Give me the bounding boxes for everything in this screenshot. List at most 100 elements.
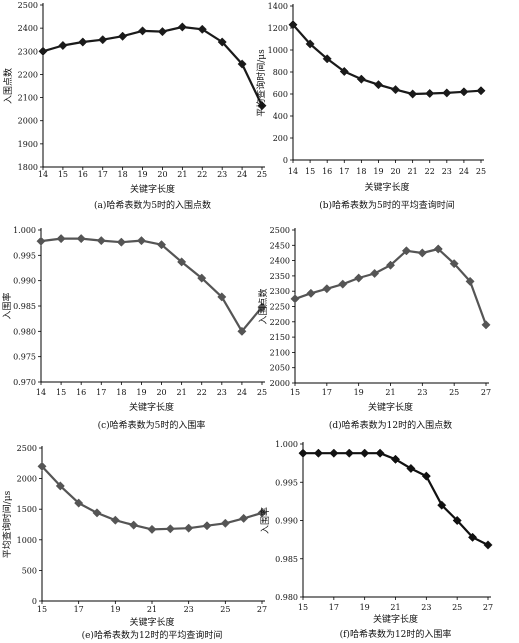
data-point-marker (55, 481, 65, 491)
y-tick-label: 1.000 (13, 226, 36, 235)
x-tick-label: 25 (257, 170, 267, 179)
x-tick-label: 21 (390, 603, 400, 612)
y-tick-label: 2300 (270, 287, 290, 296)
y-tick-label: 0.995 (275, 478, 298, 487)
data-point-marker (288, 20, 298, 30)
chart-panel-5: 0.980 0.985 0.990 0.995 1.000 15 17 19 21 23 25 27 关… (259, 440, 493, 640)
y-tick-label: 0 (283, 156, 288, 165)
x-tick-label: 19 (354, 388, 364, 397)
x-tick-label: 19 (137, 170, 147, 179)
y-axis-label: 入围率 (1, 292, 13, 319)
y-tick-label: 0.990 (275, 517, 298, 526)
y-tick-label: 2000 (18, 117, 38, 126)
chart-panel-4: 0 500 1000 1500 2000 2500 15 17 19 21 23 25 27 关键字长度 平… (1, 444, 267, 641)
x-tick-label: 22 (425, 167, 435, 176)
data-point-marker (406, 463, 416, 474)
y-tick-label: 2200 (18, 70, 38, 79)
data-point-marker (322, 54, 332, 64)
x-tick-label: 27 (257, 605, 267, 614)
y-tick-label: 0.985 (275, 555, 298, 564)
data-point-marker (433, 244, 443, 254)
data-point-marker (96, 236, 106, 246)
x-tick-label: 21 (147, 605, 157, 614)
x-tick-label: 25 (220, 605, 230, 614)
y-tick-label: 1500 (17, 505, 37, 514)
y-tick-label: 2500 (270, 226, 290, 235)
data-point-marker (370, 268, 380, 279)
y-tick-label: 2400 (270, 257, 290, 266)
chart-caption: (d)哈希表数为12时的入围点数 (329, 419, 452, 431)
data-point-marker (305, 39, 315, 49)
x-tick-label: 27 (481, 388, 491, 397)
data-point-marker (257, 101, 267, 111)
series-line (40, 237, 263, 333)
data-point-marker (237, 326, 247, 336)
chart-panel-3: 2000 2050 2100 2150 2200 2250 2300 2350 2400 2450… (257, 226, 491, 431)
data-point-marker (452, 515, 462, 526)
data-point-marker (425, 88, 435, 99)
data-point-marker (465, 276, 475, 286)
x-tick-label: 17 (339, 167, 349, 176)
y-tick-label: 1000 (268, 46, 288, 55)
y-axis-label: 入围点数 (257, 288, 269, 324)
y-tick-label: 0.980 (275, 593, 298, 602)
data-point-marker (239, 513, 249, 523)
y-tick-label: 0 (32, 597, 37, 606)
x-tick-label: 18 (356, 167, 366, 176)
y-tick-label: 0.995 (13, 251, 36, 260)
x-tick-label: 20 (156, 388, 166, 397)
x-axis-label: 关键字长度 (368, 401, 413, 413)
data-point-marker (298, 448, 308, 458)
chart-caption: (b)哈希表数为5时的平均查询时间 (319, 199, 455, 211)
data-point-marker (322, 284, 332, 294)
data-point-marker (147, 524, 157, 534)
data-point-marker (408, 89, 418, 99)
data-point-marker (481, 320, 491, 330)
data-point-marker (92, 508, 102, 518)
data-point-marker (476, 86, 486, 96)
data-point-marker (202, 521, 212, 531)
y-tick-label: 800 (273, 68, 288, 77)
y-tick-label: 2200 (270, 318, 290, 327)
data-point-marker (110, 515, 120, 525)
x-tick-label: 21 (177, 170, 187, 179)
x-tick-label: 25 (476, 167, 486, 176)
chart-caption: (f)哈希表数为12时的入围率 (340, 628, 452, 640)
y-tick-label: 2500 (18, 1, 38, 10)
x-tick-label: 23 (421, 603, 431, 612)
data-point-marker (356, 74, 366, 84)
y-tick-label: 2050 (270, 364, 290, 373)
data-point-marker (58, 40, 68, 51)
x-tick-label: 14 (288, 167, 298, 176)
x-tick-label: 25 (449, 388, 459, 397)
y-tick-label: 1800 (18, 163, 38, 172)
x-tick-label: 25 (257, 388, 267, 397)
y-tick-label: 0.985 (13, 302, 36, 311)
x-tick-label: 23 (184, 605, 194, 614)
y-tick-label: 0.990 (13, 277, 36, 286)
x-tick-label: 18 (116, 388, 126, 397)
x-tick-label: 25 (452, 603, 462, 612)
data-point-marker (313, 448, 323, 458)
data-point-marker (36, 236, 46, 246)
data-point-marker (177, 22, 187, 32)
chart-panel-2: 0.970 0.975 0.980 0.985 0.990 0.995 1.000 14 15 1… (1, 226, 267, 431)
x-tick-label: 23 (417, 388, 427, 397)
chart-panel-1: 0 200 400 600 800 1000 1200 1400 14 15 16 17 18 19 20 2… (255, 2, 486, 211)
x-axis-label: 关键字长度 (129, 401, 174, 413)
series-line (303, 452, 489, 546)
data-point-marker (306, 288, 316, 298)
y-tick-label: 2250 (270, 303, 290, 312)
y-tick-label: 1900 (18, 140, 38, 149)
x-tick-label: 24 (237, 170, 247, 179)
data-point-marker (116, 237, 126, 247)
data-point-marker (217, 292, 227, 302)
data-point-marker (373, 80, 384, 90)
series-line (41, 465, 263, 531)
x-tick-label: 14 (38, 170, 48, 179)
data-point-marker (459, 87, 469, 97)
x-tick-label: 15 (290, 388, 300, 397)
data-point-marker (217, 37, 227, 47)
x-axis-label: 关键字长度 (373, 613, 418, 625)
